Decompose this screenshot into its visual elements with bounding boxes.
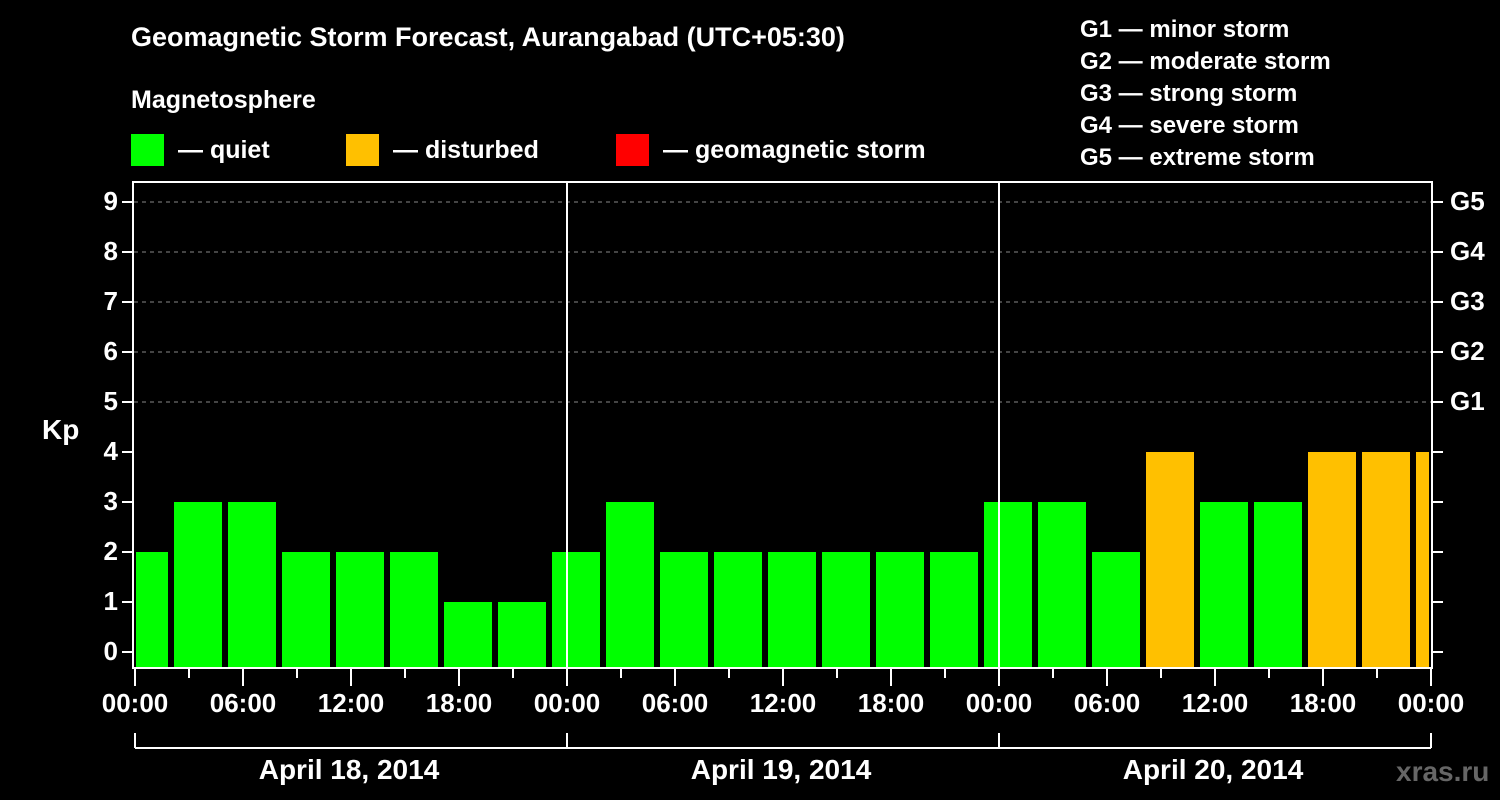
kp-bar (660, 552, 708, 667)
legend-swatch-quiet (131, 134, 164, 166)
y-tick-label: 2 (103, 536, 118, 566)
watermark: xras.ru (1396, 756, 1490, 787)
legend-disturbed: — disturbed (346, 134, 539, 166)
g-scale-item: G4 — severe storm (1080, 112, 1299, 139)
grid-lines (134, 201, 1431, 403)
day-label: April 20, 2014 (1122, 754, 1304, 785)
kp-bar (228, 502, 276, 667)
legend-label-storm: — geomagnetic storm (663, 135, 926, 164)
g-scale-item: G2 — moderate storm (1080, 48, 1331, 75)
axis-ticks (122, 201, 1443, 686)
kp-bar (1362, 452, 1410, 667)
kp-bar (282, 552, 330, 667)
legend-swatch-disturbed (346, 134, 379, 166)
g-scale-item: G1 — minor storm (1080, 16, 1290, 43)
kp-bar (1038, 502, 1086, 667)
legend-label-quiet: — quiet (178, 135, 270, 164)
x-tick-label: 12:00 (317, 688, 385, 718)
y-tick-label: 6 (103, 336, 118, 366)
x-tick-label: 00:00 (101, 688, 169, 718)
bars (136, 452, 1429, 667)
x-tick-label: 00:00 (965, 688, 1033, 718)
kp-bar (930, 552, 978, 667)
kp-bar (1254, 502, 1302, 667)
x-tick-label: 18:00 (857, 688, 925, 718)
legend-label-disturbed: — disturbed (393, 135, 539, 164)
g-scale-item: G5 — extreme storm (1080, 144, 1315, 171)
kp-bar (1092, 552, 1140, 667)
kp-bar (822, 552, 870, 667)
legend-quiet: — quiet (131, 134, 270, 166)
chart-subtitle: Magnetosphere (131, 86, 316, 114)
g-tick-label: G3 (1450, 286, 1485, 316)
g-tick-label: G5 (1450, 186, 1485, 216)
x-tick-label: 12:00 (749, 688, 817, 718)
kp-bar (552, 552, 600, 667)
kp-bar (174, 502, 222, 667)
kp-bar (876, 552, 924, 667)
kp-bar (498, 602, 546, 667)
x-tick-label: 00:00 (533, 688, 601, 718)
kp-bar (1200, 502, 1248, 667)
kp-bar (1416, 452, 1429, 667)
day-label: April 18, 2014 (258, 754, 440, 785)
g-scale-legend: G1 — minor storm G2 — moderate storm G3 … (1080, 14, 1331, 174)
y-axis-label: Kp (42, 414, 80, 445)
y-tick-label: 1 (103, 586, 118, 616)
legend-storm: — geomagnetic storm (616, 134, 926, 166)
y-tick-label: 3 (103, 486, 118, 516)
y-tick-label: 0 (103, 636, 118, 666)
kp-bar (444, 602, 492, 667)
g-tick-label: G1 (1450, 386, 1485, 416)
g-tick-label: G2 (1450, 336, 1485, 366)
day-bracket (134, 733, 1432, 749)
g-tick-label: G4 (1450, 236, 1485, 266)
x-tick-label: 18:00 (1289, 688, 1357, 718)
x-tick-label: 00:00 (1397, 688, 1465, 718)
kp-bar (606, 502, 654, 667)
day-label: April 19, 2014 (690, 754, 872, 785)
x-tick-label: 18:00 (425, 688, 493, 718)
x-tick-label: 06:00 (641, 688, 709, 718)
x-tick-label: 12:00 (1181, 688, 1249, 718)
g-scale-item: G3 — strong storm (1080, 80, 1298, 107)
x-tick-label: 06:00 (1073, 688, 1141, 718)
kp-bar (1146, 452, 1194, 667)
y-tick-label: 9 (103, 186, 118, 216)
chart-title: Geomagnetic Storm Forecast, Aurangabad (… (131, 22, 845, 52)
kp-bar (768, 552, 816, 667)
y-tick-label: 4 (103, 436, 118, 466)
kp-bar (984, 502, 1032, 667)
kp-bar (336, 552, 384, 667)
y-tick-label: 5 (103, 386, 118, 416)
kp-bar (1308, 452, 1356, 667)
legend-swatch-storm (616, 134, 649, 166)
y-tick-label: 7 (103, 286, 118, 316)
x-tick-label: 06:00 (209, 688, 277, 718)
y-tick-label: 8 (103, 236, 118, 266)
kp-bar (714, 552, 762, 667)
kp-bar (390, 552, 438, 667)
kp-bar (136, 552, 168, 667)
